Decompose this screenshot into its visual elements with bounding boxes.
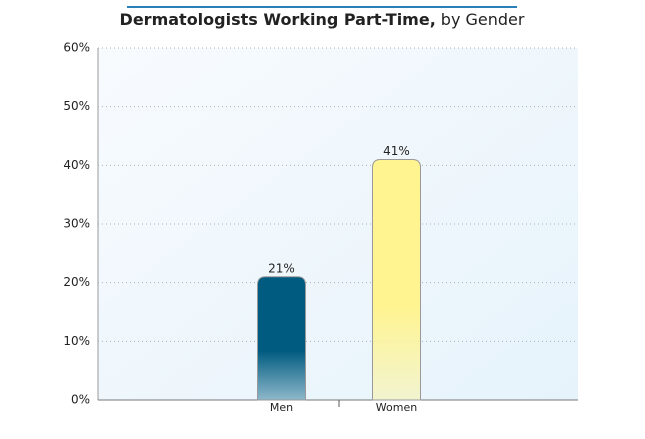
y-tick-label: 60%	[63, 41, 90, 55]
x-tick-label: Men	[270, 401, 293, 414]
value-label: 21%	[268, 261, 295, 275]
y-tick-label: 10%	[63, 334, 90, 348]
chart-title-group: Dermatologists Working Part-Time, by Gend…	[120, 10, 525, 29]
y-tick-label: 0%	[71, 393, 90, 407]
y-tick-label: 40%	[63, 158, 90, 172]
chart-title: Dermatologists Working Part-Time,	[120, 10, 436, 29]
bar	[372, 158, 421, 401]
chart-title-suffix: by Gender	[441, 10, 525, 29]
x-tick-label: Women	[376, 401, 417, 414]
y-tick-label: 50%	[63, 99, 90, 113]
bar	[257, 276, 306, 401]
y-tick-label: 30%	[63, 217, 90, 231]
y-tick-label: 20%	[63, 275, 90, 289]
value-label: 41%	[383, 144, 410, 158]
